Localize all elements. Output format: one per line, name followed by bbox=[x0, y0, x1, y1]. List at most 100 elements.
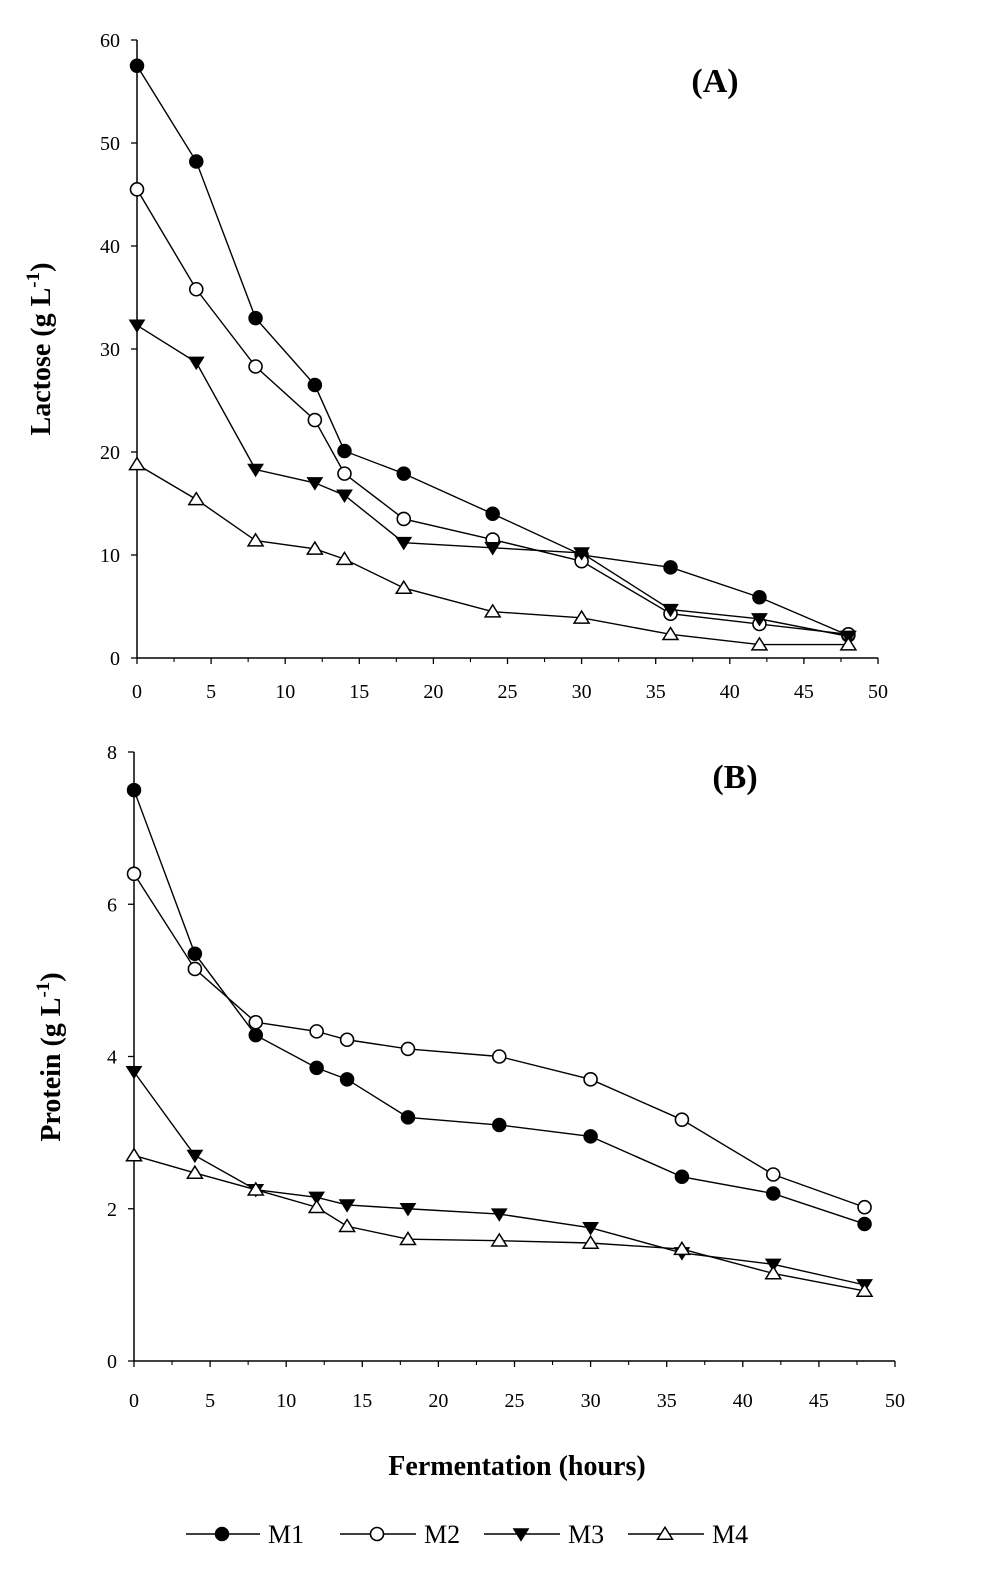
data-point-m4 bbox=[338, 1218, 356, 1233]
data-point-m3 bbox=[582, 1222, 600, 1236]
data-point-m1 bbox=[663, 560, 678, 575]
x-tick-label: 35 bbox=[657, 1390, 677, 1412]
y-axis-title: Protein (g L-1) bbox=[33, 972, 67, 1141]
data-point-m2 bbox=[396, 511, 412, 527]
x-tick-label: 15 bbox=[352, 1390, 372, 1412]
data-point-m1 bbox=[396, 466, 412, 481]
y-tick-label: 0 bbox=[110, 648, 120, 670]
x-tick-label: 10 bbox=[276, 1390, 296, 1412]
x-tick-label: 25 bbox=[505, 1390, 525, 1412]
data-point-m2 bbox=[337, 466, 352, 481]
y-tick-label: 4 bbox=[107, 1047, 117, 1069]
data-point-m4 bbox=[839, 636, 858, 651]
y-tick-label: 20 bbox=[100, 442, 120, 464]
data-point-m4 bbox=[335, 550, 354, 566]
panel-label: (A) bbox=[691, 63, 738, 100]
data-point-m4 bbox=[246, 1181, 265, 1196]
y-tick-label: 6 bbox=[107, 894, 117, 916]
data-point-m2 bbox=[248, 1014, 264, 1030]
data-point-m4 bbox=[187, 491, 206, 506]
y-tick-label: 10 bbox=[100, 545, 120, 567]
series-line-m4 bbox=[133, 1154, 865, 1292]
data-point-m3 bbox=[186, 1149, 204, 1164]
data-point-m3 bbox=[306, 477, 324, 491]
data-point-m1 bbox=[583, 1129, 598, 1144]
x-tick-label: 35 bbox=[646, 681, 666, 703]
series-line-m3 bbox=[136, 324, 849, 638]
legend-label-m3: M3 bbox=[568, 1520, 604, 1549]
x-tick-label: 40 bbox=[720, 681, 740, 703]
data-point-m4 bbox=[764, 1265, 783, 1280]
legend-label-m4: M4 bbox=[712, 1520, 748, 1549]
legend-marker-m1 bbox=[214, 1526, 230, 1542]
data-point-m3 bbox=[336, 489, 353, 503]
data-point-m4 bbox=[673, 1240, 691, 1256]
panel-b: 0 2 4 6 8 0 5 10 15 20 25 30 35 40 45 50 (B) Protein (g L… bbox=[33, 742, 905, 1482]
series-line-m2 bbox=[136, 188, 849, 636]
data-point-m1 bbox=[339, 1072, 355, 1087]
data-point-m3 bbox=[247, 463, 264, 478]
data-point-m1 bbox=[492, 1117, 507, 1133]
data-point-m3 bbox=[395, 536, 413, 551]
data-point-m3 bbox=[751, 613, 768, 627]
x-tick-label: 20 bbox=[423, 681, 443, 703]
y-tick-label: 30 bbox=[100, 339, 120, 361]
legend: M1 M2 M3 M4 bbox=[186, 1520, 748, 1549]
y-axis-title: Lactose (g L-1) bbox=[23, 263, 57, 436]
data-point-m1 bbox=[126, 782, 142, 798]
x-axis-title: Fermentation (hours) bbox=[388, 1451, 645, 1482]
data-point-m3 bbox=[484, 542, 502, 556]
data-point-m4 bbox=[307, 1199, 326, 1214]
series-line-m1 bbox=[133, 789, 865, 1225]
data-point-m4 bbox=[399, 1231, 417, 1246]
series-line-m2 bbox=[133, 873, 865, 1208]
data-point-m1 bbox=[309, 1060, 324, 1076]
x-tick-label: 45 bbox=[809, 1390, 829, 1412]
data-point-m1 bbox=[752, 589, 767, 605]
x-tick-label: 30 bbox=[572, 681, 592, 703]
y-tick-label: 8 bbox=[107, 742, 117, 764]
data-point-m1 bbox=[248, 310, 263, 326]
data-point-m4 bbox=[125, 1147, 143, 1162]
x-tick-label: 0 bbox=[132, 681, 142, 703]
data-point-m1 bbox=[187, 946, 203, 961]
x-tick-label: 45 bbox=[794, 681, 814, 703]
data-point-m4 bbox=[305, 540, 324, 555]
data-point-m2 bbox=[583, 1072, 598, 1087]
data-point-m1 bbox=[485, 506, 500, 522]
data-point-m1 bbox=[307, 377, 323, 393]
x-tick-label: 40 bbox=[733, 1390, 753, 1412]
data-point-m4 bbox=[750, 636, 769, 651]
data-point-m3 bbox=[399, 1203, 417, 1217]
data-point-m1 bbox=[400, 1110, 416, 1125]
legend-label-m1: M1 bbox=[268, 1520, 304, 1549]
data-point-m3 bbox=[338, 1199, 356, 1213]
data-point-m2 bbox=[248, 359, 263, 374]
data-point-m2 bbox=[400, 1041, 416, 1057]
data-point-m3 bbox=[764, 1258, 782, 1273]
x-tick-label: 5 bbox=[205, 1390, 215, 1412]
data-point-m1 bbox=[857, 1216, 872, 1232]
data-point-m2 bbox=[309, 1024, 324, 1039]
data-point-m3 bbox=[125, 1065, 143, 1080]
data-point-m1 bbox=[674, 1169, 690, 1185]
x-tick-label: 0 bbox=[129, 1390, 139, 1412]
data-point-m3 bbox=[308, 1191, 326, 1206]
data-point-m3 bbox=[187, 356, 205, 371]
data-point-m4 bbox=[581, 1234, 600, 1250]
x-tick-label: 50 bbox=[885, 1390, 905, 1412]
x-tick-label: 10 bbox=[275, 681, 295, 703]
x-tick-label: 20 bbox=[428, 1390, 448, 1412]
data-point-m2 bbox=[188, 281, 204, 297]
x-tick-label: 15 bbox=[349, 681, 369, 703]
data-point-m1 bbox=[248, 1027, 264, 1043]
x-tick-label: 5 bbox=[206, 681, 216, 703]
y-tick-label: 60 bbox=[100, 30, 120, 52]
data-point-m4 bbox=[572, 609, 591, 624]
series-line-m3 bbox=[133, 1071, 865, 1286]
data-point-m2 bbox=[187, 961, 203, 977]
legend-marker-m2 bbox=[369, 1526, 385, 1542]
x-tick-label: 50 bbox=[868, 681, 888, 703]
data-point-m2 bbox=[765, 1167, 781, 1182]
